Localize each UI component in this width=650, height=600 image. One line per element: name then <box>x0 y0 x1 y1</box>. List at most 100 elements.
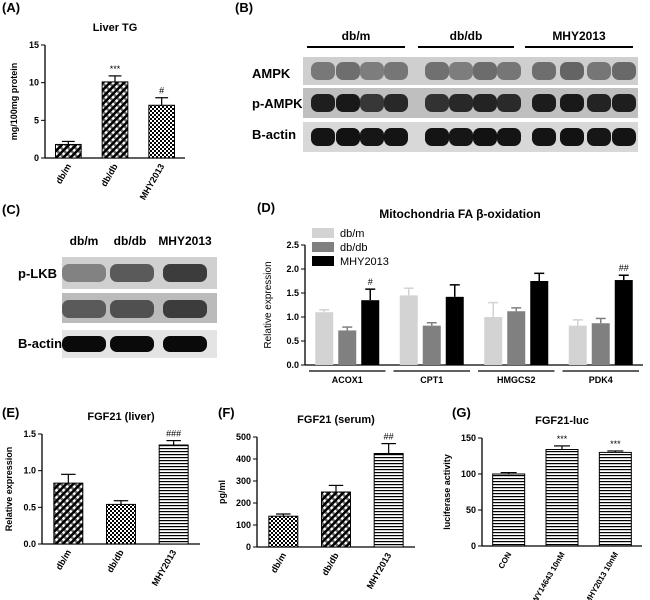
y-tick-label: 0.0 <box>286 360 299 370</box>
significance-mark: ### <box>166 429 181 439</box>
chart-title: FGF21 (serum) <box>297 414 375 426</box>
blot-c-group-dbm: db/m <box>70 234 99 248</box>
x-tick-label: MHY2013 <box>365 551 394 591</box>
bar-pdk4-dbdb <box>591 323 610 365</box>
blot-band <box>384 62 408 80</box>
bar-db-m <box>268 515 299 548</box>
y-tick-label: 5 <box>34 115 39 125</box>
blot-band <box>449 128 473 146</box>
y-tick-label: 200 <box>236 498 251 508</box>
bar-mhy2013 <box>158 444 189 545</box>
y-tick-label: 10 <box>29 78 39 88</box>
bar-db-db <box>106 503 136 545</box>
x-tick-label: db/m <box>54 162 73 186</box>
y-tick-label: 500 <box>236 432 251 442</box>
blot-band <box>473 62 497 80</box>
panel-f: (F) FGF21 (serum) pg/ml 0 100 200 300 400 500 db… <box>215 400 430 600</box>
chart-title: FGF21-luc <box>535 415 589 427</box>
blot-band <box>163 300 207 318</box>
blot-c-group-dbdb: db/db <box>114 234 147 248</box>
panel-b: (B) db/m db/db MHY2013 AMPK p-AMPK B-act… <box>215 0 650 195</box>
blot-band <box>612 62 636 80</box>
blot-band <box>532 62 556 80</box>
blot-band <box>163 264 207 282</box>
blot-band <box>311 62 335 80</box>
y-axis-label: mg/100mg protein <box>9 63 19 141</box>
x-tick-label: MHY2013 10nM <box>583 550 620 600</box>
bar-hmgcs2-mhy2013 <box>530 281 549 365</box>
bar-con <box>492 473 526 547</box>
blot-band <box>425 62 449 80</box>
legend-label: MHY2013 <box>340 256 389 268</box>
blot-band <box>110 336 154 352</box>
blot-b-group-mhy: MHY2013 <box>552 29 606 43</box>
blot-band <box>473 128 497 146</box>
legend-label: db/db <box>340 242 368 254</box>
blot-band <box>336 94 360 112</box>
blot-band <box>612 128 636 146</box>
y-axis-label: luciferase activity <box>442 454 452 530</box>
x-tick-label: db/db <box>320 551 341 578</box>
blot-band <box>360 128 384 146</box>
bar-hmgcs2-dbdb <box>507 311 526 365</box>
bar-pdk4-dbm <box>568 325 587 365</box>
bar-cpt1-mhy2013 <box>445 296 464 365</box>
panel-g-tag: (G) <box>452 405 471 420</box>
y-tick-label: 15 <box>29 40 39 50</box>
significance-mark: # <box>368 277 373 287</box>
panel-g: (G) FGF21-luc luciferase activity 0 50 100 15… <box>430 400 650 600</box>
bar-pdk4-mhy2013 <box>614 280 633 365</box>
x-tick-label: HMGCS2 <box>497 375 536 385</box>
y-tick-label: 0 <box>471 541 476 551</box>
significance-mark: *** <box>110 64 121 74</box>
significance-mark: ## <box>619 263 629 273</box>
panel-a: (A) Liver TG mg/100mg protein 0 5 10 15 db/m **… <box>0 0 195 200</box>
bar-mhy2013 <box>373 453 404 548</box>
blot-band <box>62 300 106 318</box>
y-tick-label: 2.5 <box>286 240 299 250</box>
bar-db-db <box>101 81 129 159</box>
blot-band <box>425 128 449 146</box>
y-tick-label: 300 <box>236 476 251 486</box>
y-tick-label: 400 <box>236 454 251 464</box>
blot-b-row-bactin: B-actin <box>252 127 296 142</box>
y-tick-label: 2.0 <box>286 264 299 274</box>
blot-band <box>336 128 360 146</box>
x-tick-label: db/m <box>54 548 73 572</box>
y-tick-label: 0.5 <box>286 336 299 346</box>
y-tick-label: 1.0 <box>23 466 36 476</box>
blot-b-bands <box>311 62 636 146</box>
blot-b-group-dbdb: db/db <box>450 29 483 43</box>
bar-db-m <box>55 143 82 159</box>
y-tick-label: 100 <box>461 469 476 479</box>
legend-swatch <box>312 256 334 266</box>
bar-hmgcs2-dbm <box>484 317 503 365</box>
x-tick-label: PDK4 <box>589 375 613 385</box>
blot-band <box>360 94 384 112</box>
significance-mark: # <box>159 86 164 96</box>
blot-band <box>587 62 611 80</box>
panel-e-tag: (E) <box>2 405 20 420</box>
bar-acox1-dbdb <box>338 330 357 365</box>
blot-band <box>110 264 154 282</box>
y-tick-label: 150 <box>461 433 476 443</box>
blot-band <box>449 62 473 80</box>
blot-band <box>62 264 106 282</box>
panel-c: (C) db/m db/db MHY2013 p-LKB B-actin <box>0 200 240 360</box>
bar-cpt1-dbdb <box>422 325 441 365</box>
blot-band <box>311 94 335 112</box>
blot-band <box>497 62 521 80</box>
panel-c-tag: (C) <box>2 202 21 217</box>
blot-band <box>384 128 408 146</box>
blot-c-row-plkb: p-LKB <box>18 266 57 281</box>
blot-c-group-mhy: MHY2013 <box>158 234 212 248</box>
x-tick-label: MHY2013 <box>138 162 167 200</box>
y-tick-label: 100 <box>236 520 251 530</box>
blot-c-row-bactin: B-actin <box>18 336 62 351</box>
panel-d: (D) Mitochondria FA β-oxidation Relative … <box>250 195 650 385</box>
chart-f: FGF21 (serum) pg/ml 0 100 200 300 400 500 db/m db… <box>217 414 415 591</box>
y-tick-label: 0.5 <box>23 502 36 512</box>
blot-band <box>612 94 636 112</box>
y-tick-label: 0 <box>246 542 251 552</box>
blot-band <box>560 94 584 112</box>
